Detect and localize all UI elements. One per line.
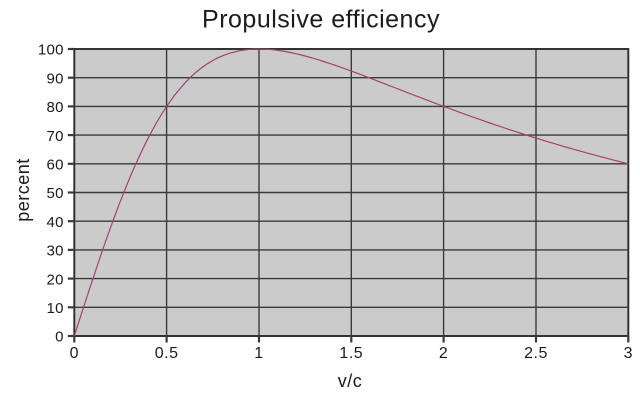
- svg-text:0: 0: [70, 345, 79, 362]
- svg-text:100: 100: [38, 42, 64, 59]
- svg-text:30: 30: [47, 243, 64, 260]
- svg-text:10: 10: [47, 300, 64, 317]
- svg-text:0.5: 0.5: [155, 345, 179, 362]
- svg-text:50: 50: [47, 185, 64, 202]
- svg-text:percent: percent: [13, 158, 33, 222]
- svg-text:v/c: v/c: [338, 371, 363, 391]
- svg-text:70: 70: [47, 128, 64, 145]
- svg-text:Propulsive efficiency: Propulsive efficiency: [202, 6, 440, 34]
- svg-text:90: 90: [47, 70, 64, 87]
- svg-text:3: 3: [624, 345, 633, 362]
- svg-text:60: 60: [47, 157, 64, 174]
- svg-text:0: 0: [55, 329, 64, 346]
- svg-text:2: 2: [439, 345, 448, 362]
- svg-text:2.5: 2.5: [524, 345, 548, 362]
- svg-text:80: 80: [47, 99, 64, 116]
- svg-text:40: 40: [47, 214, 64, 231]
- svg-text:20: 20: [47, 271, 64, 288]
- svg-text:1.5: 1.5: [339, 345, 363, 362]
- svg-text:1: 1: [254, 345, 263, 362]
